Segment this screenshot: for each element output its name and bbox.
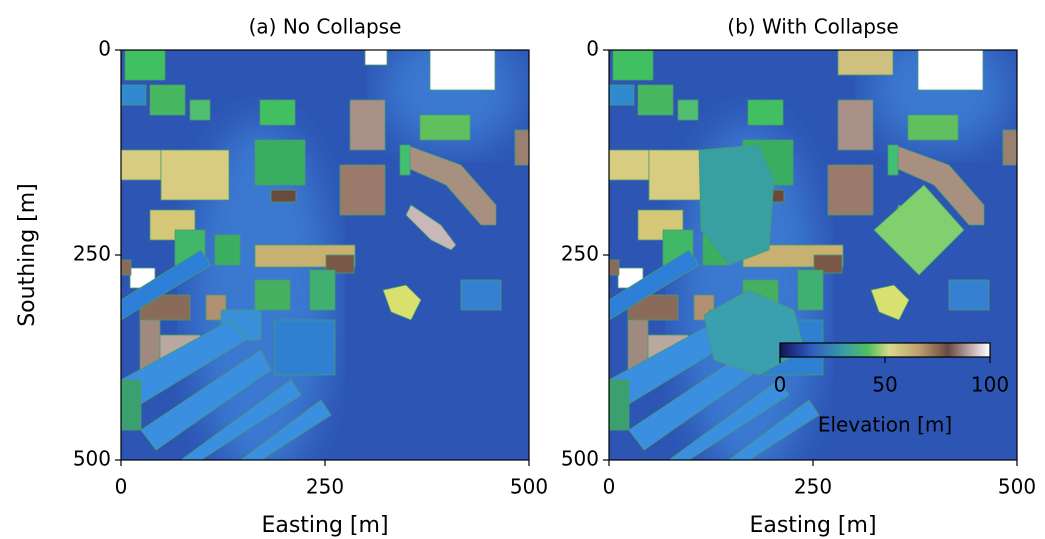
building [121, 150, 161, 180]
building [271, 190, 296, 202]
building [798, 270, 823, 310]
colorbar-tick-label: 50 [872, 373, 897, 397]
building [350, 100, 385, 150]
y-tick-label: 500 [561, 447, 599, 471]
building [908, 115, 958, 140]
building [609, 150, 649, 180]
building [918, 50, 983, 90]
building [150, 85, 185, 115]
heatmap [121, 30, 529, 480]
title: (b) With Collapse [727, 15, 898, 39]
building [828, 165, 873, 215]
building [613, 50, 653, 80]
building [838, 100, 873, 150]
colorbar-tick-label: 100 [971, 373, 1009, 397]
building [190, 100, 210, 120]
colorbar-label: Elevation [m] [818, 413, 952, 437]
building [400, 145, 410, 175]
building [430, 50, 495, 90]
building [340, 165, 385, 215]
building [121, 260, 131, 275]
building [678, 100, 698, 120]
y-tick-label: 250 [73, 242, 111, 266]
title: (a) No Collapse [249, 15, 402, 39]
x-label: Easting [m] [261, 513, 388, 538]
building [838, 50, 893, 75]
building [888, 145, 898, 175]
y-tick-label: 250 [561, 242, 599, 266]
building [275, 320, 335, 375]
colorbar-tick-label: 0 [774, 373, 787, 397]
building [949, 280, 989, 310]
building [609, 85, 634, 105]
building [255, 280, 290, 310]
x-tick-label: 0 [603, 475, 616, 499]
figure: (a) No Collapse Easting [m] Southing [m] 0 2… [0, 0, 1045, 539]
building [121, 85, 146, 105]
building [255, 140, 305, 185]
building [310, 270, 335, 310]
building [121, 380, 141, 430]
building [461, 280, 501, 310]
x-tick-label: 250 [794, 475, 832, 499]
y-tick-label: 0 [586, 37, 599, 61]
x-tick-label: 500 [998, 475, 1036, 499]
y-tick-label: 500 [73, 447, 111, 471]
building [161, 150, 229, 200]
colorbar [780, 343, 990, 357]
building [365, 50, 387, 65]
building [215, 235, 240, 265]
heatmap [609, 30, 1017, 480]
building [748, 100, 783, 125]
building [515, 130, 529, 165]
y-tick-label: 0 [98, 37, 111, 61]
building [260, 100, 295, 125]
building [609, 380, 629, 430]
building [638, 85, 673, 115]
x-label: Easting [m] [749, 513, 876, 538]
x-tick-label: 500 [510, 475, 548, 499]
building [1003, 130, 1017, 165]
building [420, 115, 470, 140]
building [609, 260, 619, 275]
y-label: Southing [m] [15, 183, 40, 327]
x-tick-label: 250 [306, 475, 344, 499]
x-tick-label: 0 [115, 475, 128, 499]
building [125, 50, 165, 80]
